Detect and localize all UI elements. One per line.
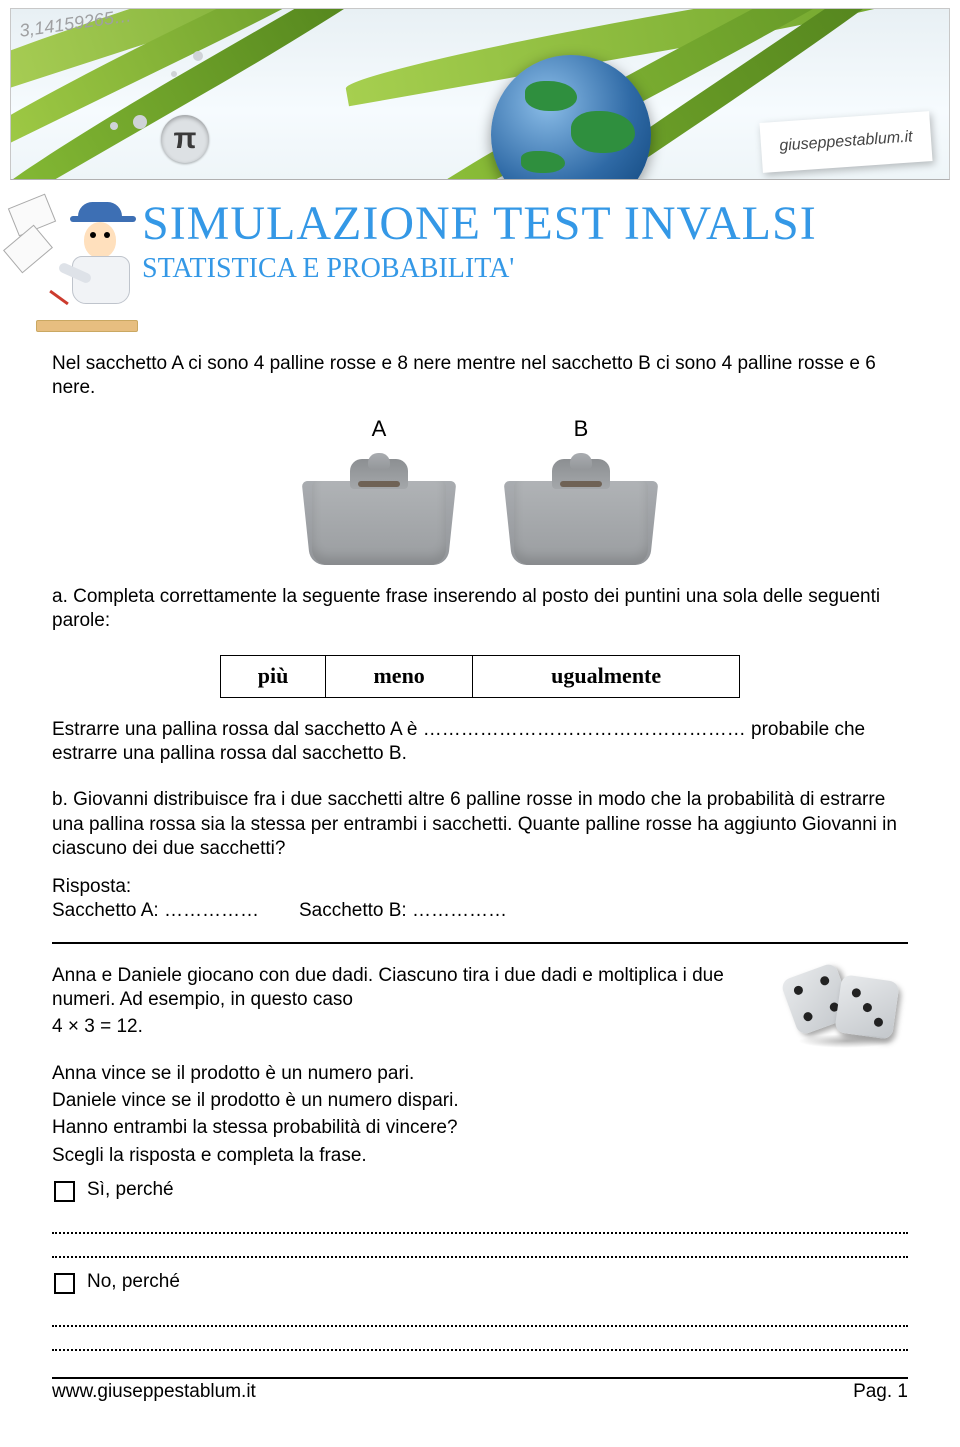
option-meno: meno <box>326 656 473 697</box>
footer-page: Pag. 1 <box>853 1381 908 1403</box>
no-answer-lines[interactable] <box>52 1303 908 1351</box>
page: 3,14159265… π giuseppestablum.it SIMULAZ… <box>0 8 960 1403</box>
pi-badge-icon: π <box>161 115 209 163</box>
qb-text: b. Giovanni distribuisce fra i due sacch… <box>52 788 908 861</box>
option-no-label: No, perché <box>87 1270 180 1294</box>
footer-url: www.giuseppestablum.it <box>52 1381 256 1403</box>
dice-p3: Anna vince se il prodotto è un numero pa… <box>52 1062 908 1086</box>
option-piu: più <box>221 656 326 697</box>
checkbox-yes[interactable] <box>54 1181 75 1202</box>
header-art: 3,14159265… π giuseppestablum.it <box>10 8 950 180</box>
site-tag: giuseppestablum.it <box>759 111 932 173</box>
option-no[interactable]: No, perché <box>54 1270 908 1294</box>
content: Nel sacchetto A ci sono 4 palline rosse … <box>0 340 960 1351</box>
dice-p2: 4 × 3 = 12. <box>52 1015 764 1039</box>
option-yes-label: Sì, perché <box>87 1178 174 1202</box>
qa-sentence: Estrarre una pallina rossa dal sacchetto… <box>52 718 908 767</box>
option-yes[interactable]: Sì, perché <box>54 1178 908 1202</box>
bag-a-icon <box>306 447 452 565</box>
bag-a-label: A <box>306 415 452 443</box>
dice-p6: Scegli la risposta e completa la frase. <box>52 1144 908 1168</box>
qb-sacchetto-a[interactable]: Sacchetto A: …………… <box>52 899 259 923</box>
bag-b-icon <box>508 447 654 565</box>
bags-figure: A B <box>52 415 908 565</box>
yes-answer-lines[interactable] <box>52 1210 908 1258</box>
qa-blank[interactable]: …………………………………………… <box>423 719 746 740</box>
page-title: SIMULAZIONE TEST INVALSI <box>142 196 817 251</box>
word-options-table: più meno ugualmente <box>220 655 740 697</box>
title-row: SIMULAZIONE TEST INVALSI STATISTICA E PR… <box>0 180 960 340</box>
checkbox-no[interactable] <box>54 1273 75 1294</box>
page-subtitle: STATISTICA E PROBABILITA' <box>142 253 817 285</box>
qa-sentence-left: Estrarre una pallina rossa dal sacchetto… <box>52 719 417 740</box>
option-ugualmente: ugualmente <box>473 656 740 697</box>
intro-text: Nel sacchetto A ci sono 4 palline rosse … <box>52 352 908 401</box>
section-divider <box>52 942 908 944</box>
dice-icon <box>788 964 908 1046</box>
dice-p1: Anna e Daniele giocano con due dadi. Cia… <box>52 964 764 1013</box>
qb-sacchetto-b[interactable]: Sacchetto B: …………… <box>299 899 507 923</box>
bag-b-label: B <box>508 415 654 443</box>
dice-p5: Hanno entrambi la stessa probabilità di … <box>52 1116 908 1140</box>
dice-question-row: Anna e Daniele giocano con due dadi. Cia… <box>52 964 908 1046</box>
dice-rules: Anna vince se il prodotto è un numero pa… <box>52 1062 908 1168</box>
page-footer: www.giuseppestablum.it Pag. 1 <box>52 1377 908 1403</box>
qb-risposta-label: Risposta: <box>52 876 131 897</box>
qa-lead: a. Completa correttamente la seguente fr… <box>52 585 908 634</box>
dice-p4: Daniele vince se il prodotto è un numero… <box>52 1089 908 1113</box>
student-cartoon-icon <box>18 190 142 340</box>
qb-answer: Risposta: Sacchetto A: …………… Sacchetto B… <box>52 875 908 924</box>
